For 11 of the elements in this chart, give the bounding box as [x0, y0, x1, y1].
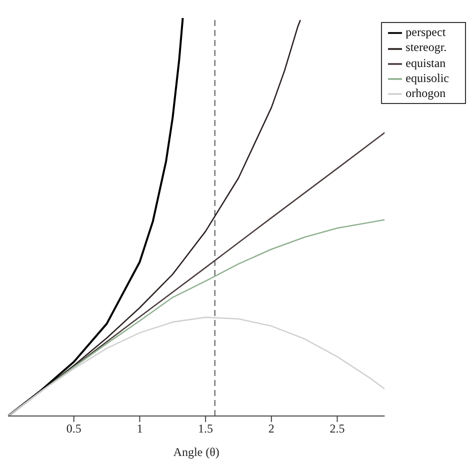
- x-tick-label: 2.5: [330, 422, 345, 436]
- x-tick-label: 1.5: [198, 422, 214, 436]
- legend-label: equistan: [406, 56, 446, 70]
- x-tick-label: 0.5: [66, 422, 82, 436]
- x-tick-label: 1: [136, 422, 143, 436]
- legend-label: orhogon: [406, 86, 446, 100]
- legend-label: perspect: [406, 25, 446, 39]
- x-tick-label: 2: [268, 422, 274, 436]
- x-axis-title: Angle (θ): [173, 445, 220, 459]
- legend-label: stereogr.: [406, 40, 447, 54]
- legend-label: equisolic: [406, 70, 449, 85]
